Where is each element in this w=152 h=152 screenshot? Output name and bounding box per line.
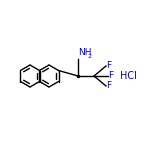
- Text: F: F: [109, 71, 114, 81]
- Text: 2: 2: [87, 54, 91, 59]
- Text: F: F: [107, 81, 112, 90]
- Text: F: F: [107, 62, 112, 71]
- Text: HCl: HCl: [120, 71, 136, 81]
- Text: NH: NH: [78, 48, 92, 57]
